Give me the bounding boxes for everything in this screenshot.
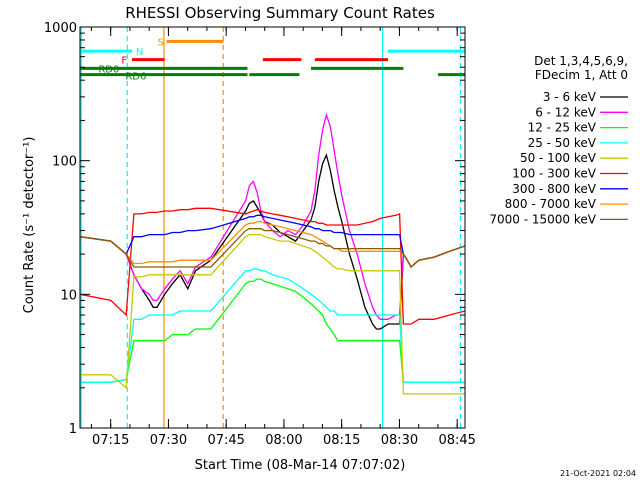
- x-tick-label: 08:30: [381, 433, 418, 448]
- footer-timestamp: 21-Oct-2021 02:04: [560, 469, 636, 478]
- legend-entry-label: 6 - 12 keV: [535, 105, 597, 119]
- series-line-7: [80, 214, 465, 269]
- series-line-1: [80, 153, 465, 330]
- legend-entry-label: 800 - 7000 keV: [505, 197, 597, 211]
- x-tick-label: 08:15: [323, 433, 360, 448]
- plot-inner: [80, 27, 465, 428]
- series-line-8: [80, 220, 465, 269]
- series-line-4: [80, 268, 465, 383]
- series-line-3: [80, 278, 465, 383]
- flag-label-rd0: RD0: [98, 64, 119, 75]
- x-tick-label: 07:45: [207, 433, 244, 448]
- x-tick-label: 08:00: [265, 433, 302, 448]
- y-tick-label: 10: [60, 288, 77, 303]
- series-line-6: [80, 207, 465, 325]
- legend: Det 1,3,4,5,6,9, FDecim 1, Att 0 3 - 6 k…: [489, 54, 628, 226]
- legend-entry-label: 300 - 800 keV: [512, 182, 596, 196]
- flag-label-s: S: [158, 37, 164, 48]
- y-axis-label: Count Rate (s⁻¹ detector⁻¹): [22, 137, 37, 314]
- flag-label-rd6: RD6: [125, 72, 146, 83]
- flag-label-f: F: [121, 56, 127, 67]
- y-tick-label: 1000: [44, 21, 77, 36]
- legend-header-line-2: FDecim 1, Att 0: [535, 68, 628, 82]
- axes: 07:15 07:30 07:45 08:00 08:15 08:30 08:45 1 10 10…: [44, 21, 476, 448]
- plot-frame: [79, 26, 466, 429]
- x-axis-label: Start Time (08-Mar-14 07:07:02): [195, 458, 406, 473]
- legend-entry-label: 12 - 25 keV: [528, 121, 597, 135]
- x-tick-label: 07:30: [150, 433, 187, 448]
- y-tick-label: 1: [69, 422, 77, 437]
- series-line-5: [80, 233, 465, 395]
- series-line-2: [80, 112, 465, 320]
- y-tick-label: 100: [52, 155, 77, 170]
- x-tick-label: 08:45: [438, 433, 475, 448]
- x-tick-label: 07:15: [92, 433, 129, 448]
- legend-entry-label: 7000 - 15000 keV: [489, 212, 596, 226]
- legend-entry-label: 25 - 50 keV: [528, 136, 597, 150]
- legend-entry-label: 3 - 6 keV: [543, 90, 597, 104]
- legend-entry-label: 100 - 300 keV: [512, 167, 596, 181]
- legend-entry-label: 50 - 100 keV: [520, 151, 597, 165]
- chart-title: RHESSI Observing Summary Count Rates: [125, 4, 435, 22]
- legend-header-line-1: Det 1,3,4,5,6,9,: [534, 54, 628, 68]
- series-line-9: [80, 228, 465, 269]
- flag-label-n: N: [136, 47, 143, 58]
